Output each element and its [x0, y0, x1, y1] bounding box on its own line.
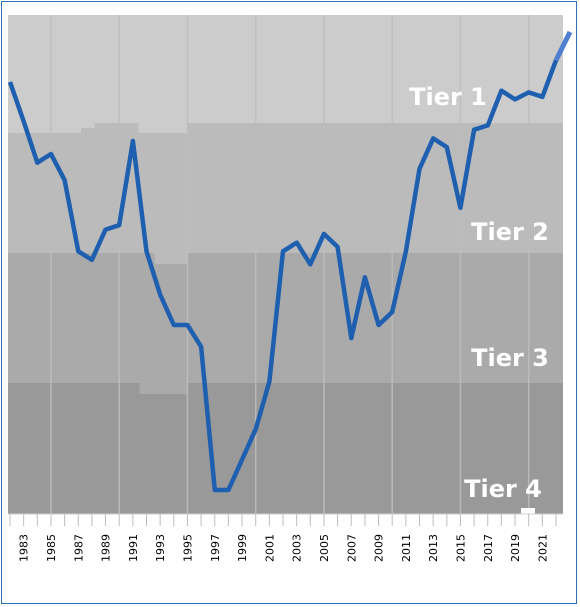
tier-label-1: Tier 1 — [409, 83, 487, 111]
x-axis: 1983 1985 1987 1989 1991 1993 1995 1997 1999 2001… — [8, 513, 563, 562]
tier-label-3: Tier 3 — [471, 344, 549, 372]
x-tick-label-1983: 1983 — [18, 534, 31, 562]
x-tick-label-1989: 1989 — [100, 534, 113, 562]
tier-band-1 — [8, 15, 563, 133]
x-tick-label-1993: 1993 — [154, 534, 167, 562]
x-tick-label-1985: 1985 — [45, 534, 58, 562]
x-tick-label-2017: 2017 — [482, 534, 495, 562]
tier-label-4: Tier 4 — [464, 475, 542, 503]
tier-label-2: Tier 2 — [471, 218, 549, 246]
x-tick-label-2005: 2005 — [318, 534, 331, 562]
x-tick-label-2013: 2013 — [427, 534, 440, 562]
tier-labels: Tier 1 Tier 2 Tier 3 Tier 4 — [409, 83, 549, 514]
tier-bands — [8, 15, 563, 515]
x-tick-label-2001: 2001 — [263, 534, 276, 562]
x-tick-label-2003: 2003 — [291, 534, 304, 562]
x-tick-label-2011: 2011 — [400, 534, 413, 562]
x-tick-label-2009: 2009 — [373, 534, 386, 562]
x-tick-label-2021: 2021 — [536, 534, 549, 562]
x-tick-label-2007: 2007 — [345, 534, 358, 562]
x-tick-label-1995: 1995 — [181, 534, 194, 562]
x-tick-label-1991: 1991 — [127, 534, 140, 562]
position-line — [7, 30, 573, 493]
line-continuation — [553, 30, 573, 62]
tier-4-marker — [521, 508, 535, 514]
axis-strip — [8, 514, 563, 528]
x-tick-label-1987: 1987 — [72, 534, 85, 562]
x-tick-label-2019: 2019 — [509, 534, 522, 562]
year-gridlines — [50, 15, 530, 514]
x-tick-label-1997: 1997 — [209, 534, 222, 562]
x-tick-label-1999: 1999 — [236, 534, 249, 562]
x-tick-label-2015: 2015 — [454, 534, 467, 562]
